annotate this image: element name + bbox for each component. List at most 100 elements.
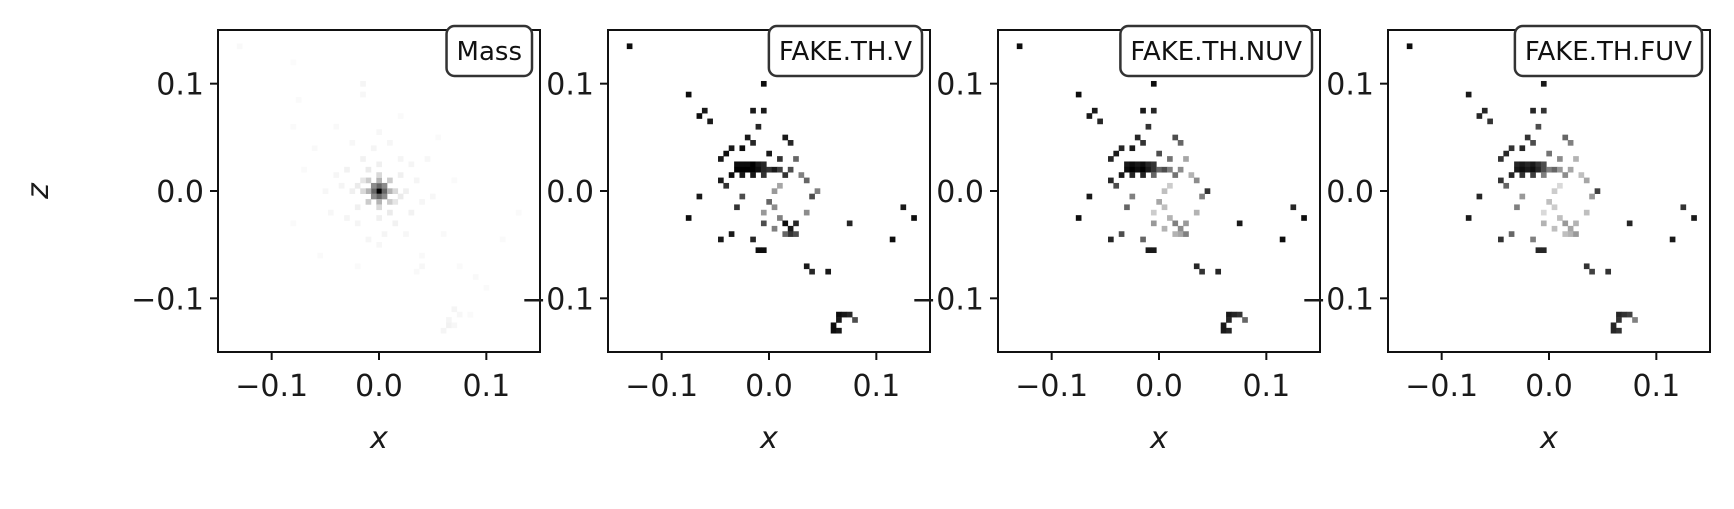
- heatmap-cell: [1508, 231, 1515, 237]
- heatmap-cell: [1557, 156, 1563, 162]
- heatmap-cell: [739, 145, 746, 152]
- heatmap-cell: [338, 182, 345, 189]
- heatmap-cell: [354, 182, 361, 189]
- heatmap-cell: [1177, 166, 1184, 173]
- heatmap-cell: [1508, 172, 1515, 178]
- heatmap-cell: [370, 188, 377, 194]
- heatmap-cell: [1140, 166, 1146, 173]
- heatmap-cell: [771, 166, 778, 173]
- heatmap-cell: [1519, 166, 1526, 173]
- heatmap-cells: [236, 43, 522, 334]
- heatmap-cell: [381, 182, 388, 189]
- heatmap-cell: [397, 172, 404, 178]
- heatmap-cell: [376, 177, 382, 184]
- heatmap-cell: [739, 161, 746, 168]
- heatmap-cell: [755, 166, 762, 173]
- heatmap-cell: [782, 220, 789, 227]
- heatmap-cell: [387, 199, 393, 205]
- heatmap-cell: [1150, 80, 1157, 87]
- legend-frame: [1119, 24, 1314, 78]
- heatmap-cell: [1124, 161, 1130, 168]
- heatmap-cell: [365, 166, 372, 173]
- heatmap-cell: [467, 311, 474, 318]
- heatmap-cell: [782, 134, 789, 141]
- legend-box: FAKE.TH.FUV: [1513, 24, 1704, 78]
- heatmap-cell: [370, 145, 377, 152]
- heatmap-cell: [1540, 107, 1547, 114]
- heatmap-cell: [1503, 182, 1510, 189]
- heatmap-cell: [1167, 215, 1173, 221]
- heatmap-cell: [1220, 327, 1227, 334]
- heatmap-cell: [1016, 43, 1023, 50]
- heatmap-cell: [1177, 225, 1184, 232]
- heatmap-cell: [1530, 172, 1536, 178]
- panel-3: −0.1 −0.1 0.0 0.0 0.1 0.1 x FAKE.TH.NUV: [911, 24, 1321, 456]
- heatmap-cell: [1193, 177, 1200, 184]
- heatmap-cell: [1551, 166, 1558, 173]
- heatmap-cell: [1150, 166, 1157, 173]
- heatmap-cell: [782, 231, 789, 237]
- heatmap-cell: [750, 161, 756, 168]
- heatmap-cell: [1129, 172, 1136, 178]
- heatmap-cell: [1616, 311, 1622, 318]
- x-tick-label: 0.0: [1135, 369, 1183, 404]
- heatmap-cell: [1530, 161, 1536, 168]
- heatmap-cell: [836, 327, 842, 334]
- heatmap-cell: [1236, 311, 1243, 318]
- heatmap-cells: [1016, 43, 1307, 334]
- x-axis-label: x: [759, 421, 778, 456]
- heatmap-cell: [734, 204, 740, 211]
- heatmap-cell: [344, 166, 350, 173]
- heatmap-cell: [1279, 236, 1286, 243]
- heatmap-cell: [1172, 134, 1179, 141]
- y-tick-label: 0.0: [936, 175, 984, 210]
- heatmap-cell: [1108, 236, 1114, 243]
- heatmap-cell: [701, 107, 708, 114]
- heatmap-cell: [793, 220, 799, 227]
- heatmap-cell: [771, 188, 778, 194]
- heatmap-cell: [499, 236, 506, 243]
- heatmap-cell: [354, 204, 361, 211]
- heatmap-cell: [1226, 311, 1232, 318]
- heatmap-cell: [1583, 177, 1590, 184]
- heatmap-cell: [777, 182, 783, 189]
- x-tick-label: −0.1: [235, 369, 308, 404]
- heatmap-cell: [1594, 188, 1601, 194]
- heatmap-cell: [777, 215, 783, 221]
- heatmap-cell: [1215, 268, 1222, 275]
- heatmap-cell: [387, 188, 393, 194]
- heatmap-cell: [236, 43, 243, 50]
- heatmap-cell: [1498, 177, 1504, 184]
- legend-box: FAKE.TH.NUV: [1119, 24, 1314, 78]
- heatmap-cell: [333, 172, 340, 178]
- heatmap-cell: [1524, 161, 1531, 168]
- heatmap-cell: [1172, 231, 1179, 237]
- heatmap-cell: [1188, 172, 1195, 178]
- heatmap-cell: [760, 247, 767, 254]
- heatmap-cell: [1465, 91, 1472, 98]
- heatmap-cell: [728, 145, 735, 152]
- heatmap-cell: [1573, 220, 1579, 227]
- heatmap-cell: [1616, 327, 1622, 334]
- y-tick-label: 0.0: [156, 175, 204, 210]
- heatmap-cell: [696, 113, 703, 119]
- heatmap-cell: [1124, 166, 1130, 173]
- legend-label: FAKE.TH.FUV: [1525, 37, 1692, 67]
- heatmap-cell: [1108, 156, 1114, 162]
- heatmap-cell: [798, 172, 805, 178]
- heatmap-cell: [392, 188, 399, 194]
- heatmap-cell: [750, 140, 756, 146]
- heatmap-cell: [777, 156, 783, 162]
- heatmap-cell: [760, 209, 767, 216]
- heatmap-cell: [830, 322, 837, 329]
- heatmap-cell: [1514, 166, 1520, 173]
- heatmap-cell: [1551, 225, 1558, 232]
- heatmap-cell: [1557, 182, 1563, 189]
- heatmap-cell: [365, 177, 372, 184]
- heatmap-cell: [1167, 166, 1173, 173]
- y-tick-label: −0.1: [521, 282, 594, 317]
- y-tick-label: 0.1: [1326, 68, 1374, 103]
- legend-frame: [1513, 24, 1704, 78]
- heatmap-cell: [446, 317, 452, 323]
